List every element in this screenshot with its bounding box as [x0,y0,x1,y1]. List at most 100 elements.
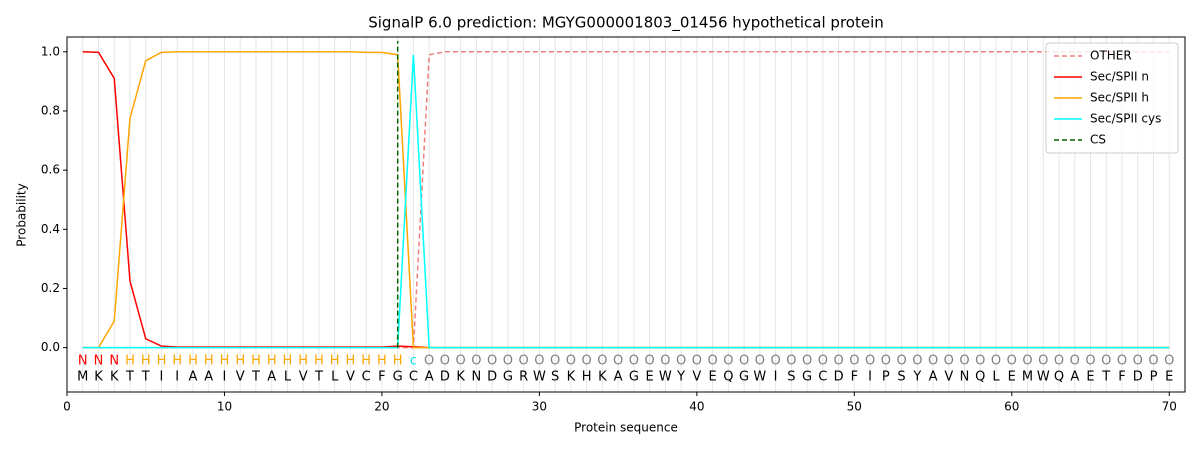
series-line [82,51,1170,349]
residue-label: C [818,370,827,385]
annotation-label: O [487,354,497,369]
annotation-label: H [204,354,214,369]
residue-label: A [267,370,276,385]
y-tick-label: 0.8 [41,103,60,117]
annotation-label: O [707,354,717,369]
residue-label: S [787,370,795,385]
annotation-label: O [1054,354,1064,369]
legend-label: Sec/SPII cys [1090,112,1161,126]
residue-label: N [960,370,970,385]
annotation-label: N [94,354,104,369]
annotation-label: H [125,354,135,369]
residue-label: E [1008,370,1016,385]
residue-label: C [362,370,371,385]
annotation-label: O [503,354,513,369]
residue-label: W [1037,370,1050,385]
annotation-label: O [1101,354,1111,369]
residue-label: V [236,370,245,385]
annotation-label: H [283,354,293,369]
residue-label: G [503,370,513,385]
residue-label: E [1086,370,1094,385]
residue-label: E [708,370,716,385]
residue-label: V [299,370,308,385]
annotation-label: N [78,354,88,369]
residue-label: D [440,370,450,385]
x-tick-label: 40 [689,400,704,414]
annotation-label: O [440,354,450,369]
residue-label: A [425,370,434,385]
residue-label: F [378,370,385,385]
residue-label: I [175,370,179,385]
residue-label: T [141,370,150,385]
residue-label: K [110,370,119,385]
residue-label: D [834,370,844,385]
annotation-label: O [755,354,765,369]
residue-label: H [582,370,592,385]
series-line [82,51,1170,349]
residue-label: I [160,370,164,385]
annotation-label: O [912,354,922,369]
residue-label: A [189,370,198,385]
annotation-label: H [172,354,182,369]
annotation-label: O [1117,354,1127,369]
annotation-label: O [550,354,560,369]
residue-label: V [944,370,953,385]
residue-label: Y [912,370,921,385]
residue-label: Q [723,370,733,385]
residue-label: A [1070,370,1079,385]
annotation-label: O [991,354,1001,369]
annotation-label: O [566,354,576,369]
annotation-label: H [157,354,167,369]
residue-label: V [346,370,355,385]
residue-label: W [753,370,766,385]
residue-label: D [487,370,497,385]
annotation-label: O [676,354,686,369]
x-tick-label: 50 [847,400,862,414]
annotation-label: O [692,354,702,369]
annotation-label: O [534,354,544,369]
residue-label: K [456,370,465,385]
annotation-label: O [802,354,812,369]
x-tick-label: 10 [217,400,232,414]
y-axis-label: Probability [15,183,29,246]
residue-label: Y [676,370,685,385]
annotation-label: H [141,354,151,369]
annotation-label: O [424,354,434,369]
legend-label: Sec/SPII h [1090,91,1149,105]
residue-label: I [774,370,778,385]
annotation-label: H [330,354,340,369]
x-axis-label: Protein sequence [574,421,678,435]
annotation-label: O [896,354,906,369]
residue-label: Q [975,370,985,385]
annotation-label: O [629,354,639,369]
residue-label: N [472,370,482,385]
y-tick-label: 0.4 [41,222,60,236]
annotation-label: O [944,354,954,369]
residue-label: T [314,370,323,385]
residue-label: F [1118,370,1125,385]
residue-label: W [533,370,546,385]
annotation-label: O [597,354,607,369]
annotation-label: O [959,354,969,369]
annotation-label: O [456,354,466,369]
annotation-label: O [1148,354,1158,369]
annotation-label: O [660,354,670,369]
annotation-label: O [881,354,891,369]
residue-label: C [409,370,418,385]
residue-label: G [393,370,403,385]
annotation-label: O [1070,354,1080,369]
legend-label: OTHER [1090,49,1132,63]
residue-label: T [125,370,134,385]
x-tick-label: 30 [532,400,547,414]
x-tick-label: 70 [1162,400,1177,414]
residue-label: D [1133,370,1143,385]
residue-label: V [692,370,701,385]
residue-label: K [94,370,103,385]
legend-label: CS [1090,133,1106,147]
annotation-label: O [833,354,843,369]
annotation-label: H [298,354,308,369]
annotation-label: H [393,354,403,369]
annotation-label: H [251,354,261,369]
y-tick-label: 0.2 [41,281,60,295]
annotation-label: O [1007,354,1017,369]
